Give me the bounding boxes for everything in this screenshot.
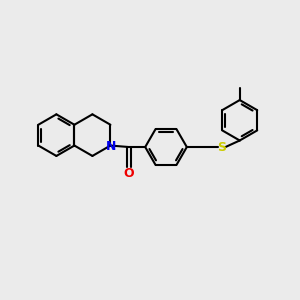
Text: S: S bbox=[218, 140, 226, 154]
Text: N: N bbox=[106, 140, 116, 153]
Text: O: O bbox=[124, 167, 134, 180]
